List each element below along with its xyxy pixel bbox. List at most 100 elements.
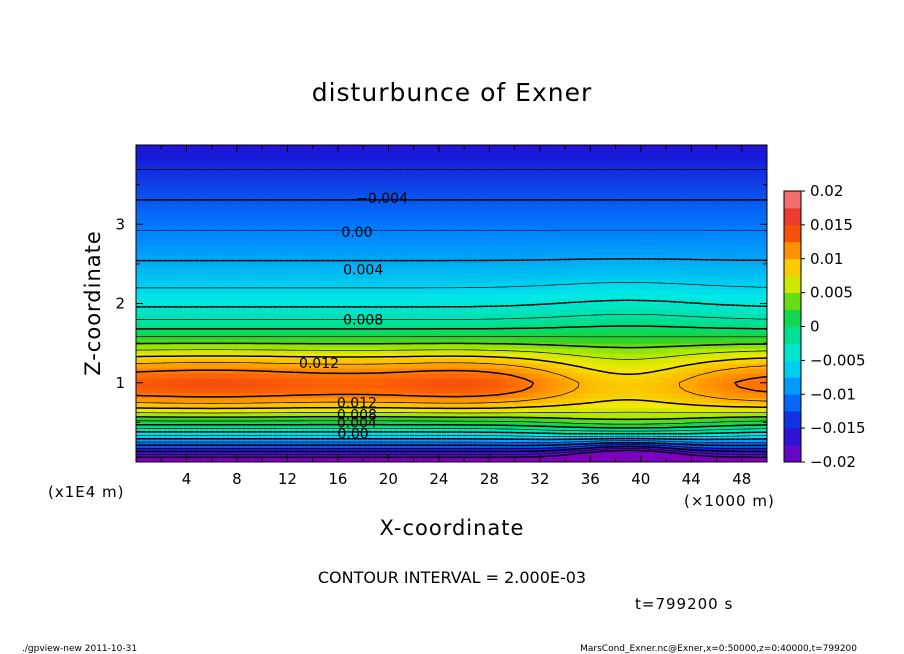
field-cell <box>148 283 156 290</box>
field-cell <box>445 372 453 379</box>
field-cell <box>552 253 560 260</box>
field-cell <box>552 184 560 191</box>
field-cell <box>142 293 150 300</box>
field-cell <box>255 283 263 290</box>
field-cell <box>464 199 472 206</box>
field-cell <box>356 229 364 235</box>
field-cell <box>590 283 598 290</box>
field-cell <box>388 348 396 354</box>
field-cell <box>546 457 554 462</box>
field-cell <box>161 244 169 250</box>
field-cell <box>495 353 503 359</box>
field-cell <box>571 318 579 324</box>
field-cell <box>306 278 314 285</box>
field-cell <box>514 387 522 394</box>
field-cell <box>552 209 560 215</box>
field-cell <box>230 412 238 419</box>
field-cell <box>274 149 282 156</box>
field-cell <box>464 268 472 275</box>
field-cell <box>394 457 402 462</box>
field-cell <box>388 308 396 314</box>
field-cell <box>382 249 389 255</box>
field-cell <box>318 234 326 240</box>
field-cell <box>218 164 225 171</box>
field-cell <box>470 244 478 250</box>
field-cell <box>154 343 162 349</box>
field-cell <box>243 244 251 250</box>
field-cell <box>192 293 200 300</box>
field-cell <box>457 194 465 201</box>
field-cell <box>514 308 522 314</box>
field-cell <box>344 452 352 458</box>
field-cell <box>142 343 150 349</box>
field-cell <box>388 239 396 245</box>
field-cell <box>312 387 320 394</box>
field-cell <box>236 145 244 151</box>
field-cell <box>154 189 162 196</box>
field-cell <box>312 224 320 230</box>
field-cell <box>356 402 364 409</box>
field-cell <box>508 318 516 324</box>
field-cell <box>199 308 207 314</box>
field-cell <box>527 397 535 404</box>
field-cell <box>325 263 333 270</box>
field-cell <box>451 333 459 339</box>
field-cell <box>495 154 503 161</box>
field-cell <box>350 353 358 359</box>
field-cell <box>489 224 497 230</box>
field-cell <box>205 209 213 215</box>
field-cell <box>584 437 591 443</box>
field-cell <box>268 313 276 319</box>
field-cell <box>186 164 194 171</box>
field-cell <box>287 308 295 314</box>
field-cell <box>413 209 421 215</box>
field-cell <box>476 452 484 458</box>
field-cell <box>571 249 579 255</box>
field-cell <box>552 333 560 339</box>
field-cell <box>514 179 522 186</box>
field-cell <box>565 169 572 176</box>
field-cell <box>590 442 598 448</box>
field-cell <box>495 224 503 230</box>
field-cell <box>173 382 181 389</box>
field-cell <box>501 452 509 458</box>
field-cell <box>438 145 446 151</box>
field-cell <box>344 372 352 379</box>
field-cell <box>621 174 629 181</box>
field-cell <box>413 357 421 364</box>
field-cell <box>388 194 396 201</box>
field-cell <box>262 333 270 339</box>
field-cell <box>300 402 307 409</box>
field-cell <box>249 229 257 235</box>
field-cell <box>584 333 591 339</box>
field-cell <box>401 273 408 280</box>
field-cell <box>388 447 396 453</box>
field-cell <box>438 348 446 354</box>
field-cell <box>281 402 289 409</box>
field-cell <box>401 328 408 334</box>
field-cell <box>180 194 188 201</box>
field-cell <box>546 308 554 314</box>
field-cell <box>344 387 352 394</box>
field-cell <box>565 249 572 255</box>
field-cell <box>268 263 276 270</box>
field-cell <box>602 437 610 443</box>
field-cell <box>325 382 333 389</box>
field-cell <box>148 145 156 151</box>
field-cell <box>508 174 516 181</box>
field-cell <box>457 288 465 295</box>
field-cell <box>243 189 251 196</box>
field-cell <box>401 169 408 176</box>
field-cell <box>577 154 585 161</box>
field-cell <box>546 258 554 265</box>
field-cell <box>602 214 610 220</box>
field-cell <box>331 234 339 240</box>
field-cell <box>609 303 617 310</box>
field-cell <box>136 159 143 166</box>
field-cell <box>255 184 263 191</box>
field-cell <box>527 159 535 166</box>
field-cell <box>552 164 560 171</box>
field-cell <box>369 219 377 225</box>
field-cell <box>388 412 396 419</box>
field-cell <box>527 392 535 399</box>
